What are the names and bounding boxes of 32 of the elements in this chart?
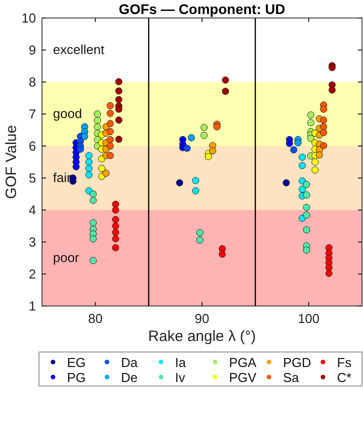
x-tick-label: 80 (88, 311, 103, 326)
y-tick-label: 9 (28, 42, 36, 58)
legend-label: EG (67, 355, 86, 370)
legend-label: Ia (175, 355, 187, 370)
legend-label: Iv (175, 370, 186, 385)
y-tick-label: 6 (28, 138, 36, 154)
legend-label: De (121, 370, 138, 385)
x-tick-label: 100 (298, 311, 320, 326)
legend-label: Da (121, 355, 138, 370)
legend-label: PG (67, 370, 86, 385)
annotation: excellent (53, 42, 105, 57)
legend-label: PGA (229, 355, 257, 370)
y-tick-label: 7 (28, 106, 36, 122)
chart-title: GOFs — Component: UD (118, 1, 286, 17)
y-tick-label: 5 (28, 170, 36, 186)
band-label: fair (53, 170, 72, 185)
band-label: poor (53, 250, 80, 265)
legend-label: Fs (337, 355, 352, 370)
x-axis-title: Rake angle λ (°) (148, 328, 256, 345)
y-tick-label: 2 (28, 266, 36, 282)
band-label: good (53, 106, 82, 121)
legend-label: PGD (283, 355, 312, 370)
legend-label: Sa (283, 370, 300, 385)
y-tick-label: 3 (28, 234, 36, 250)
y-axis-title: GOF Value (3, 125, 20, 199)
legend-label: C* (337, 370, 352, 385)
y-tick-label: 1 (28, 298, 36, 314)
x-tick-label: 90 (194, 311, 210, 326)
y-tick-label: 10 (22, 10, 36, 26)
legend-label: PGV (229, 370, 257, 385)
y-tick-label: 4 (28, 202, 36, 218)
y-tick-label: 8 (28, 74, 36, 90)
